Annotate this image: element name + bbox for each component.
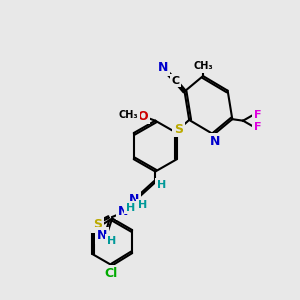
Text: F: F (254, 122, 262, 132)
Text: H: H (126, 203, 135, 213)
Text: H: H (157, 180, 166, 190)
Text: CH₃: CH₃ (193, 61, 213, 71)
Text: N: N (158, 61, 168, 74)
Text: H: H (138, 200, 147, 210)
Text: O: O (138, 110, 148, 123)
Text: N: N (129, 193, 140, 206)
Text: N: N (97, 229, 107, 242)
Text: Cl: Cl (104, 267, 117, 280)
Text: N: N (210, 135, 220, 148)
Text: F: F (254, 110, 262, 119)
Text: C: C (171, 76, 179, 86)
Text: S: S (174, 123, 183, 136)
Text: S: S (93, 218, 102, 231)
Text: H: H (107, 236, 116, 246)
Text: CH₃: CH₃ (118, 110, 138, 119)
Text: N: N (118, 205, 128, 218)
